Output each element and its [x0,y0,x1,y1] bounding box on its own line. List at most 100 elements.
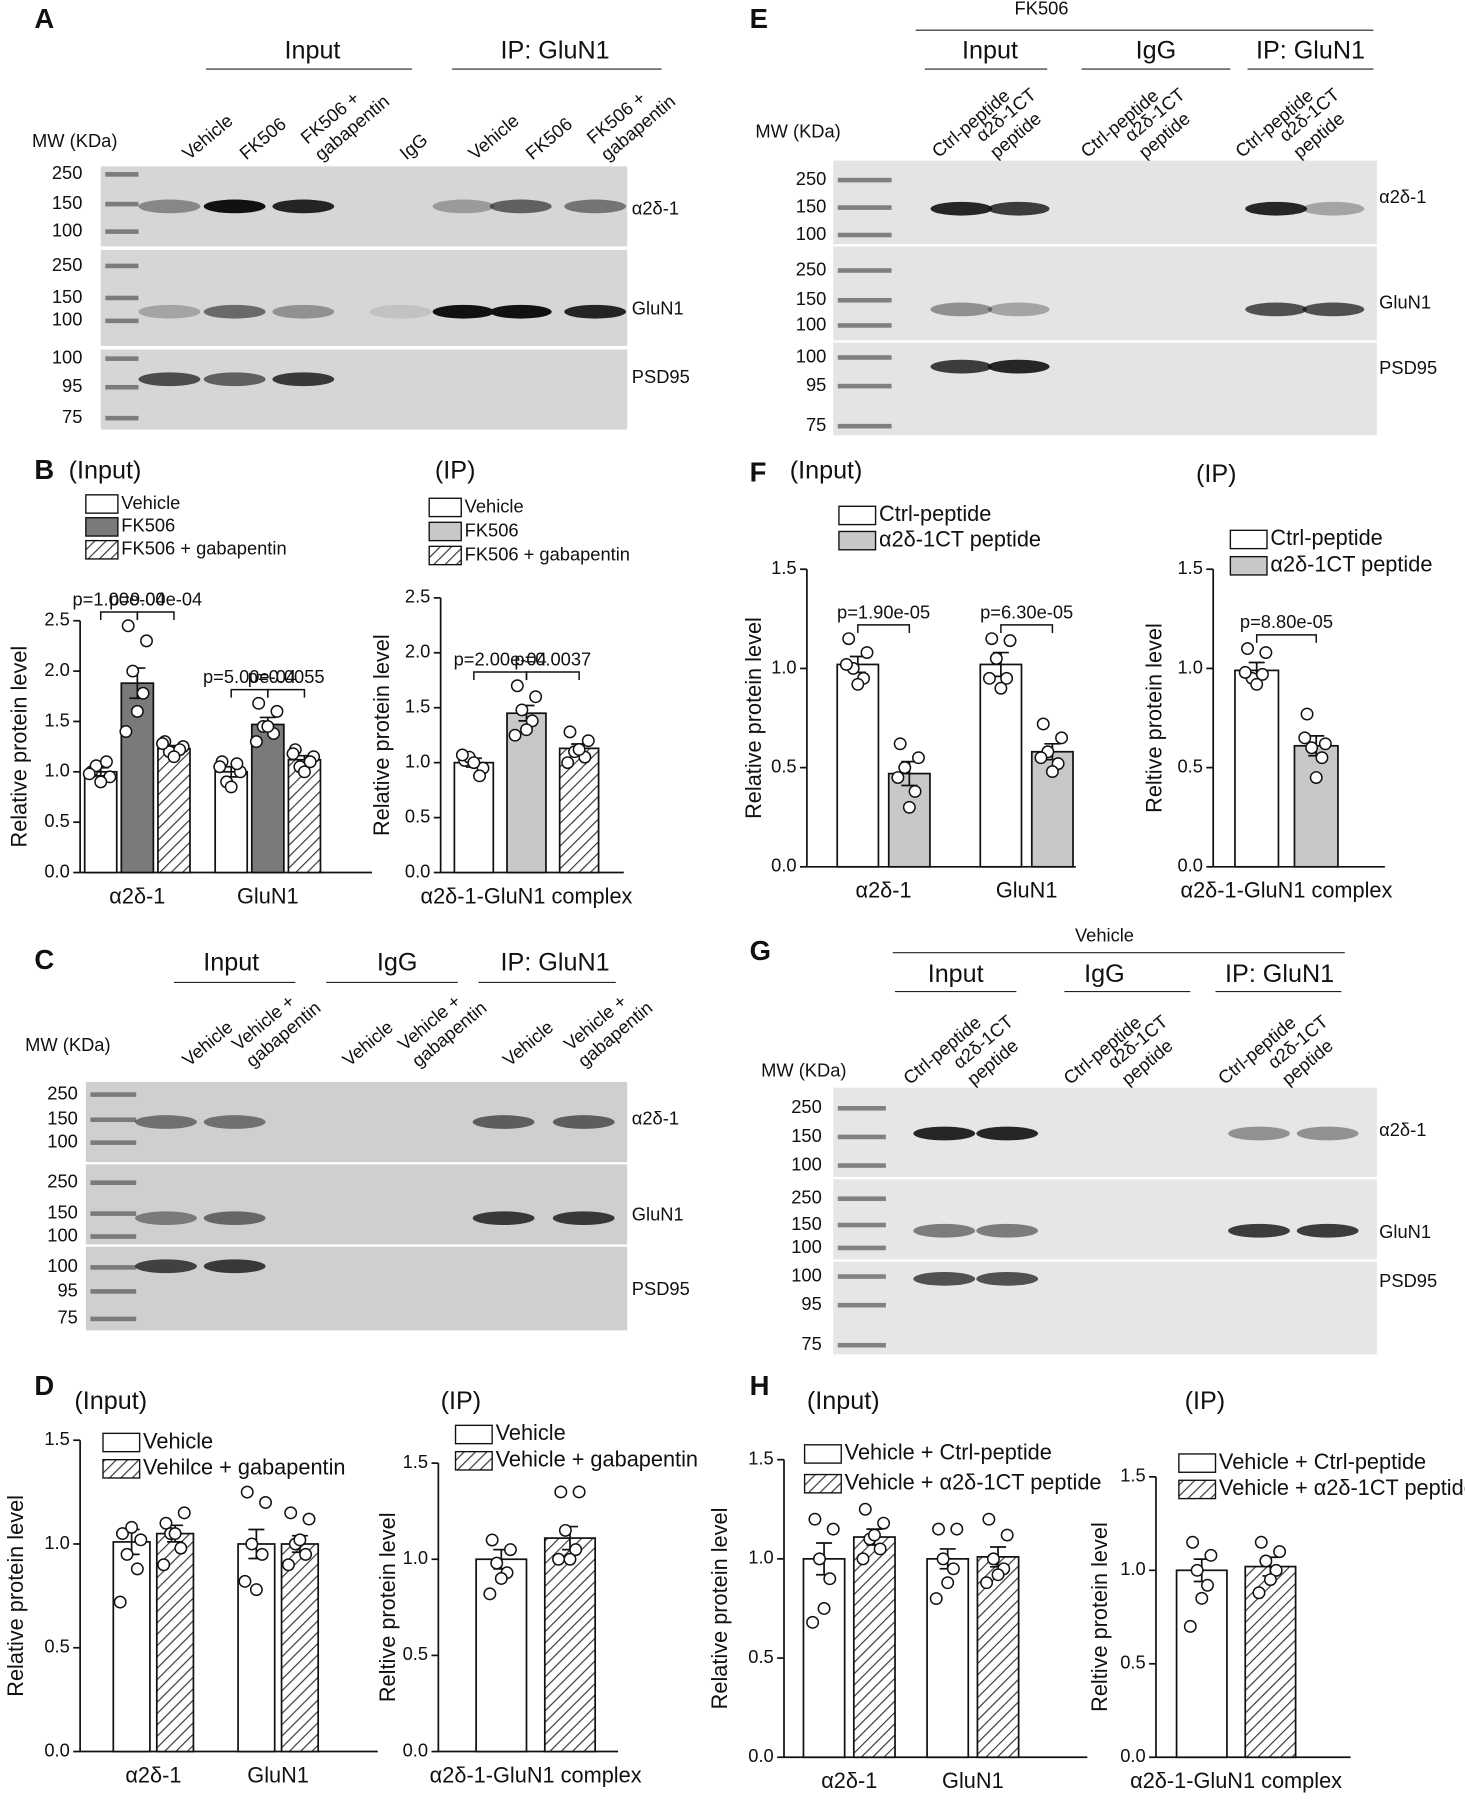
ladder-band [837,355,892,360]
data-point [245,1537,259,1551]
y-tick-label: 1.0 [44,1532,69,1553]
group-label: IgG [1136,37,1177,65]
p-value: p=0.0055 [248,666,325,687]
mw-label: MW (KDa) [32,130,117,151]
protein-band [138,199,201,214]
y-tick-label: 1.5 [44,1428,69,1449]
y-tick-label: 1.5 [1120,1465,1145,1486]
data-point [856,1552,870,1566]
x-tick-label: α2δ-1-GluN1 complex [421,883,633,908]
comparison-bracket [230,688,269,698]
lane-label-line: Vehicle [178,110,237,164]
group-label: Input [284,37,340,65]
y-tick-label: 2.0 [405,641,430,662]
mw-marker: 100 [47,1255,78,1276]
lane-label: Vehicle [464,110,523,164]
chart-title: (Input) [74,1387,147,1415]
legend-label: Vehicle [496,1420,566,1445]
lane-label: α2δ-1CTpeptide [1275,84,1357,163]
blot-strip [833,342,1377,436]
lane-label: IgG [395,129,431,164]
y-tick-label: 0.0 [1120,1745,1145,1766]
protein-band [1296,1223,1359,1238]
p-value: p=1.90e-05 [837,601,930,622]
data-point [473,769,487,783]
data-point [485,1533,499,1547]
chart-title: (IP) [1185,1387,1226,1415]
data-point [293,1533,307,1547]
data-point [1186,1535,1200,1549]
comparison-bracket [857,624,911,633]
protein-band [552,1115,615,1129]
data-point [1238,665,1252,679]
p-value: p=2.00e-04 [454,648,547,669]
mw-marker: 250 [52,254,83,275]
protein-band [138,372,201,387]
panel-label: E [750,3,768,34]
mw-marker: 75 [806,414,826,435]
y-tick-label: 1.0 [771,656,796,677]
data-point [1000,1528,1014,1542]
mw-marker: 150 [796,288,827,309]
protein-band [135,1211,197,1226]
protein-band [472,1115,535,1129]
mw-marker: 95 [57,1279,77,1300]
protein-band [1245,201,1308,216]
comparison-bracket [1000,624,1054,633]
ladder-band [90,1117,137,1123]
y-tick-label: 0.5 [1120,1652,1145,1673]
y-axis-label: Reltive protein level [1142,623,1167,813]
legend-swatch [85,494,119,514]
legend-swatch [1229,555,1268,576]
data-point [259,1496,272,1509]
legend-label: FK506 [121,515,175,536]
data-point [989,652,1003,665]
data-point [224,780,238,794]
strip-label: PSD95 [1379,1270,1437,1291]
y-axis-label: Relative protein level [741,617,766,819]
blot-strip [85,1164,628,1245]
data-point [303,755,317,769]
data-point [991,1568,1005,1582]
chart-title: (Input) [807,1387,880,1415]
lane-label: FK506 +gabapentin [296,74,393,165]
data-point [572,743,586,756]
data-point [563,1552,577,1566]
data-point [286,747,300,761]
data-point [817,1601,831,1615]
strip-label: GluN1 [632,297,684,318]
x-tick-label: α2δ-1 [125,1762,181,1787]
lane-label-line: FK506 [521,113,576,164]
data-point [94,775,108,789]
legend-swatch [1178,1479,1217,1500]
data-point [902,800,916,814]
lane-label: Vehicle [178,1016,237,1070]
ladder-band [105,415,139,421]
protein-band [1245,302,1308,317]
mw-label: MW (KDa) [755,121,840,142]
y-tick-label: 1.5 [405,696,430,717]
ladder-band [90,1180,137,1185]
data-point [893,737,907,751]
ladder-band [837,1245,886,1251]
protein-band [913,1271,976,1286]
comparison-bracket [525,671,580,681]
data-point [1241,642,1255,656]
mw-marker: 250 [791,1096,822,1117]
data-point [806,1615,820,1629]
ladder-band [105,229,139,234]
protein-band [564,199,627,214]
data-point [490,1556,504,1570]
data-point [561,756,575,770]
bar [453,761,495,874]
data-point [572,1485,586,1499]
ladder-band [105,318,139,324]
x-tick-label: GluN1 [942,1768,1004,1793]
protein-band [272,304,335,319]
data-point [941,1576,955,1590]
data-point [1255,667,1269,681]
x-tick-label: α2δ-1-GluN1 complex [1181,878,1393,903]
protein-band [1302,302,1365,317]
data-point [982,1512,996,1526]
data-point [119,725,133,738]
